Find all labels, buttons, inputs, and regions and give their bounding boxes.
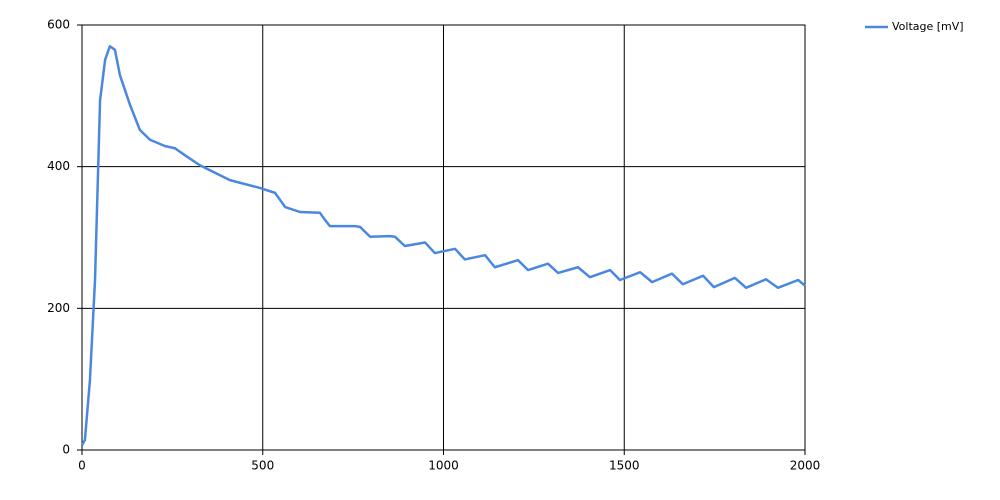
x-tick-label: 1500 xyxy=(609,459,640,473)
y-tick-label: 600 xyxy=(47,18,70,32)
y-tick-label: 0 xyxy=(62,443,70,457)
x-tick-label: 500 xyxy=(251,459,274,473)
x-tick-label: 1000 xyxy=(428,459,459,473)
legend-label: Voltage [mV] xyxy=(892,20,964,33)
x-tick-label: 0 xyxy=(78,459,86,473)
x-tick-label: 2000 xyxy=(790,459,821,473)
y-tick-label: 400 xyxy=(47,159,70,173)
y-tick-label: 200 xyxy=(47,301,70,315)
data-line xyxy=(80,45,806,446)
